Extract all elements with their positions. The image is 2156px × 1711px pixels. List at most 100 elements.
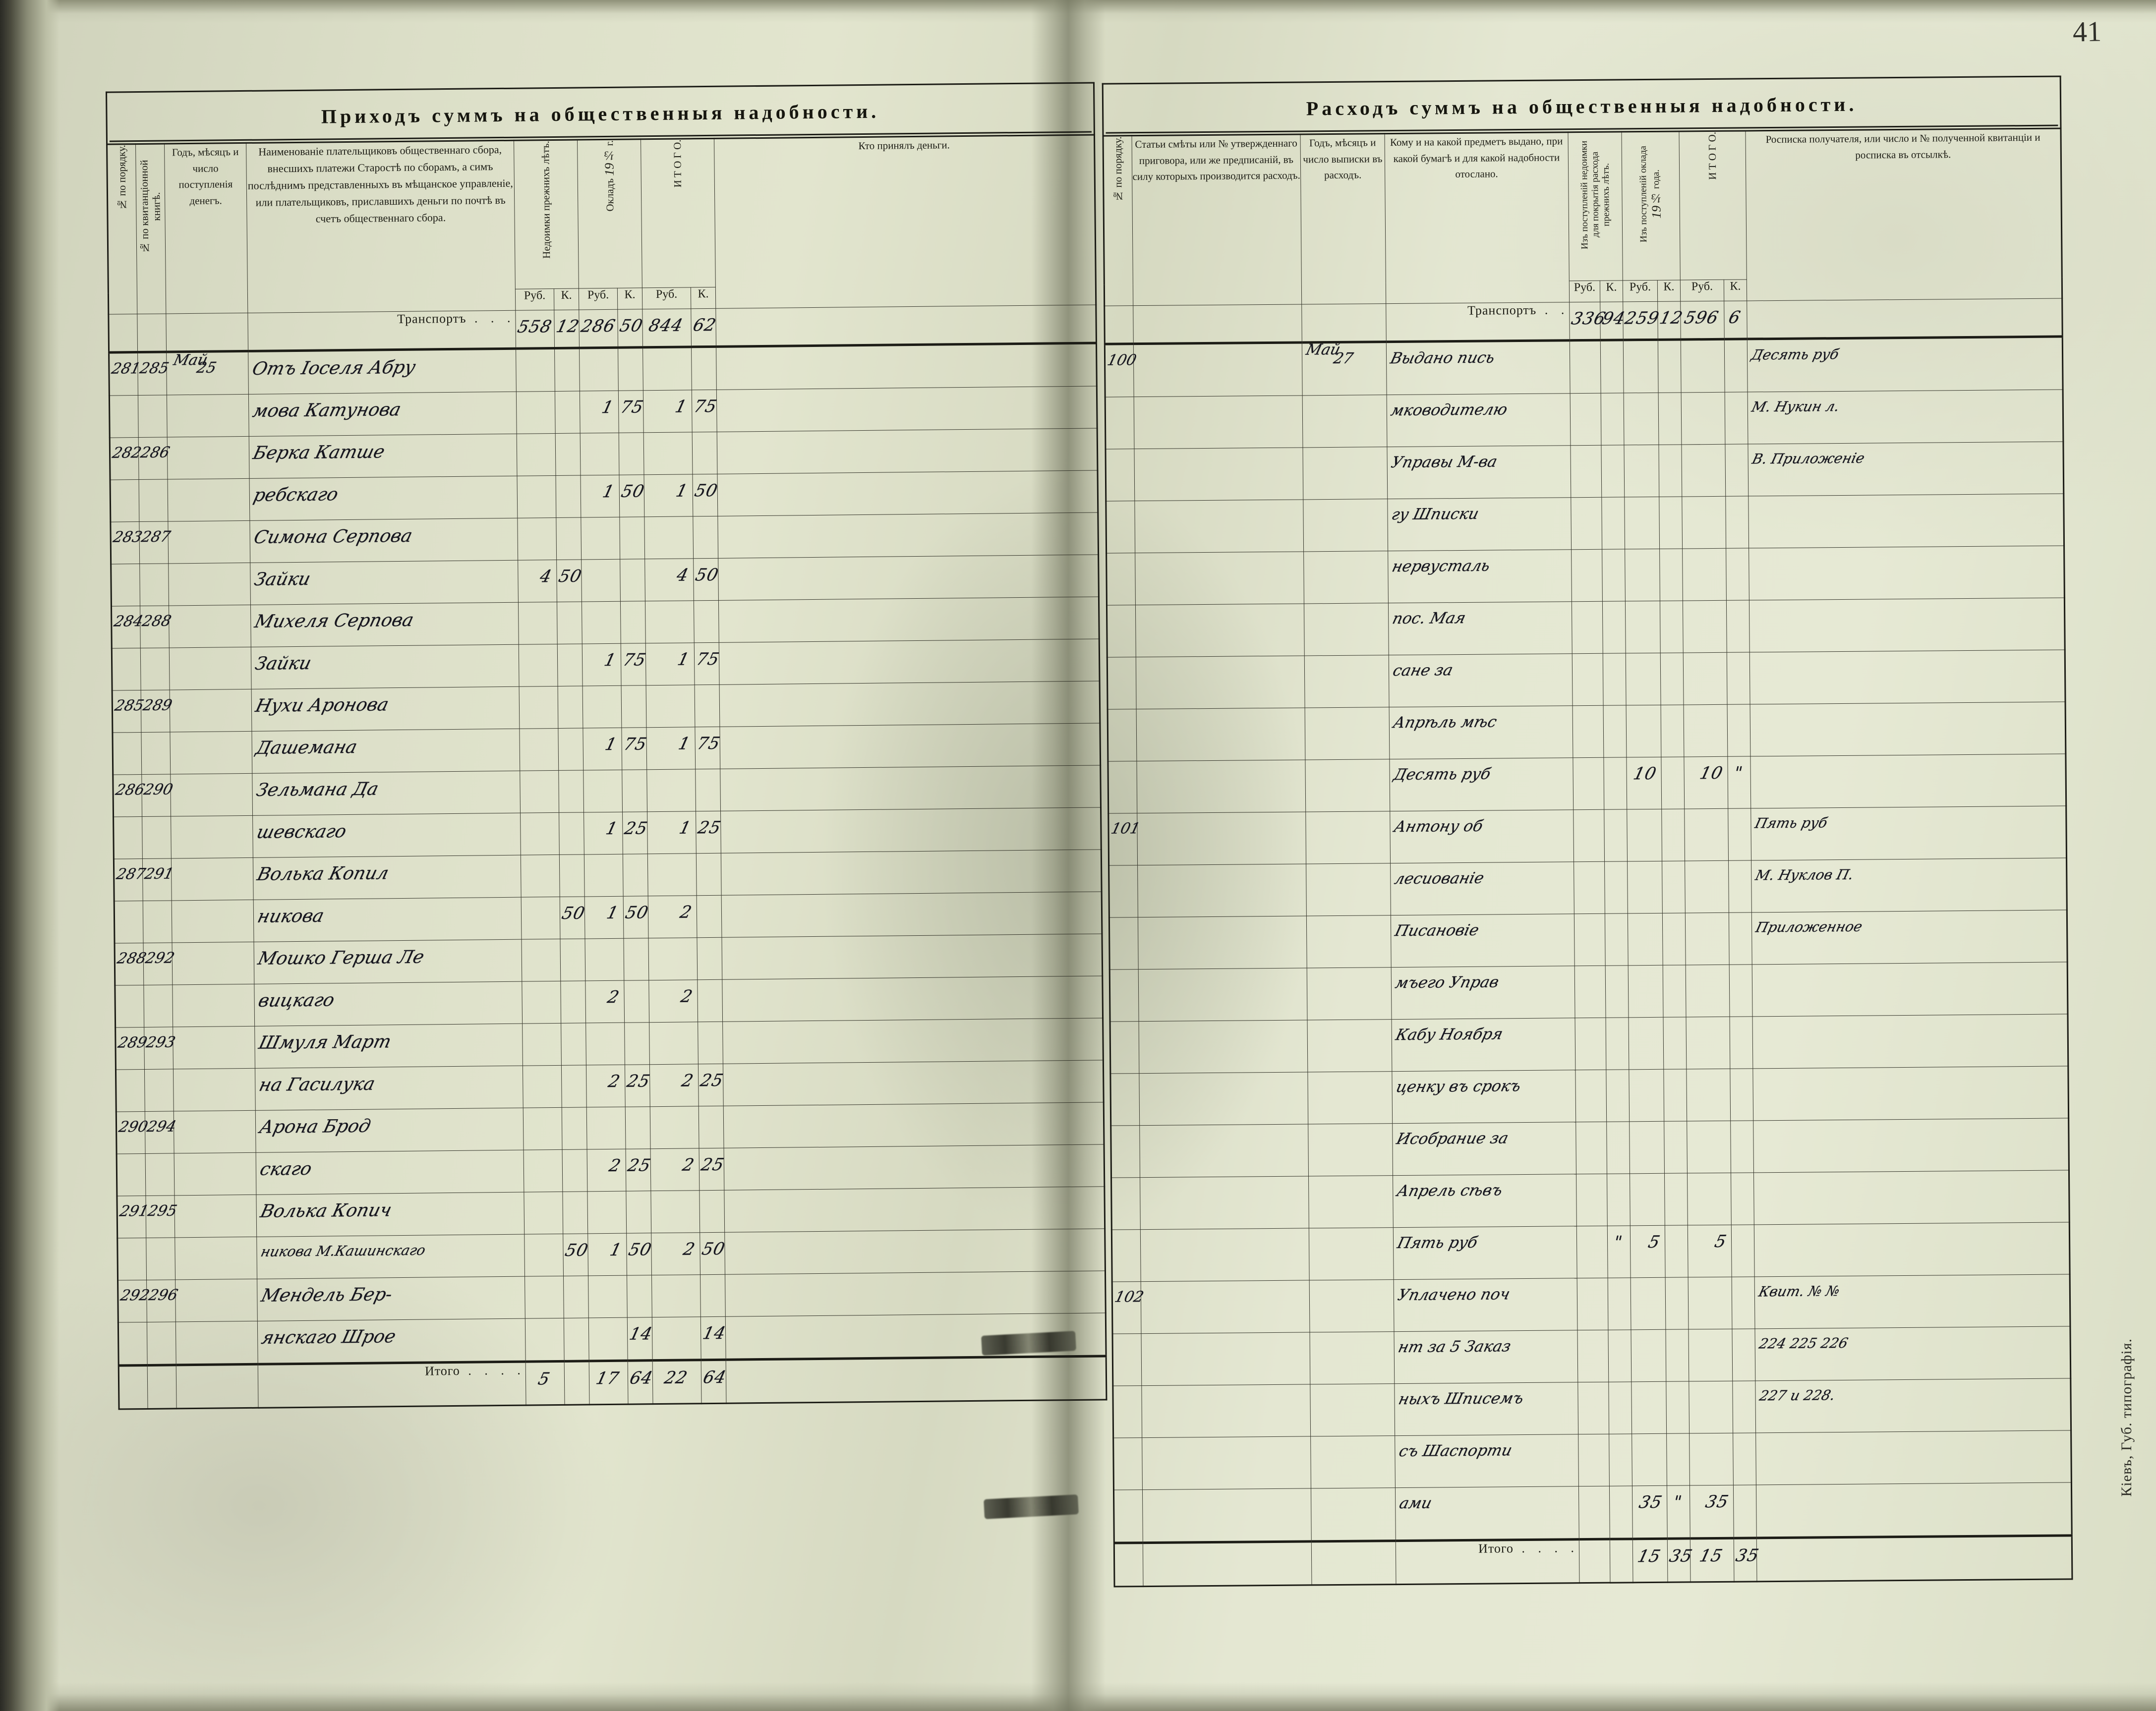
row-date	[175, 1279, 258, 1322]
row-receiver	[722, 1018, 1104, 1064]
row-total-kop: 75	[695, 727, 722, 769]
row-date	[170, 773, 253, 816]
row-total-kop	[1728, 808, 1751, 861]
row-number	[110, 479, 139, 522]
table-row: 102 Уплачено поч Квит. № №	[1112, 1274, 2070, 1334]
col-header-receipt-book: № по квитанціонной книгѣ.	[135, 144, 166, 314]
table-row: съ Шаспорти	[1113, 1430, 2072, 1490]
row-total-kop	[699, 1106, 724, 1148]
row-total-rub: 4	[644, 558, 694, 601]
row-oklad-kop	[1666, 1381, 1690, 1434]
row-signature: Приложенное	[1751, 910, 2068, 965]
row-arrears-rub	[1578, 1434, 1610, 1486]
row-payer-name: Зайки	[250, 560, 519, 605]
row-expense-description: Апрѣль мѣс	[1389, 705, 1573, 759]
row-total-kop	[1730, 1016, 1753, 1069]
table-row: ныхъ Шписемъ 227 и 228.	[1112, 1378, 2071, 1438]
row-oklad-kop	[1661, 704, 1684, 757]
row-oklad-kop: 50	[619, 474, 646, 517]
row-total-kop	[1732, 1276, 1755, 1329]
col-header-total: И Т О Г О.	[1679, 130, 1747, 280]
row-number	[112, 732, 142, 775]
row-date	[1302, 447, 1388, 500]
row-total-rub	[1683, 652, 1728, 705]
row-total-rub: 2	[651, 1232, 700, 1275]
transport-oklad-kop: 50	[617, 309, 645, 348]
row-signature	[1749, 649, 2066, 704]
row-payer-name: шевскаго	[252, 813, 521, 858]
row-total-rub	[1687, 1121, 1731, 1173]
row-arrears-kop: 50	[563, 1233, 590, 1276]
row-oklad-kop	[1660, 600, 1684, 653]
row-arrears-rub	[1578, 1486, 1610, 1540]
total-oklad-kop: 64	[628, 1360, 655, 1405]
row-arrears-rub	[518, 602, 558, 645]
sub-header-kop: К.	[1600, 280, 1623, 302]
row-date	[174, 1195, 257, 1238]
row-receipt-number: 294	[145, 1111, 178, 1154]
row-oklad-kop	[1666, 1433, 1690, 1486]
row-arrears-rub: 4	[518, 560, 557, 603]
row-oklad-kop	[625, 1106, 651, 1149]
row-signature	[1750, 753, 2066, 808]
sub-header-rub: Руб.	[1680, 280, 1724, 301]
row-date	[1309, 1331, 1395, 1384]
row-date	[172, 984, 255, 1027]
row-total-rub	[649, 1022, 699, 1065]
table-row: Апрѣль мѣс	[1107, 701, 2066, 762]
row-signature	[1752, 1014, 2068, 1069]
row-number	[109, 395, 139, 438]
row-total-rub	[645, 600, 695, 643]
row-arrears-kop	[1607, 1173, 1631, 1226]
row-date	[171, 815, 253, 858]
row-payer-name: Волька Копил	[253, 855, 522, 900]
row-arrears-kop	[1604, 809, 1628, 862]
sub-header-kop: К.	[691, 287, 716, 309]
row-total-kop	[1724, 339, 1748, 393]
row-arrears-rub	[522, 981, 561, 1024]
transport-oklad-rub: 259	[1623, 301, 1661, 340]
row-receipt-number	[138, 395, 168, 438]
row-total-rub	[651, 1274, 701, 1317]
table-row: мководителю М. Нукин л.	[1105, 389, 2063, 450]
row-number	[113, 816, 143, 859]
row-payer-name: вицкаго	[254, 981, 523, 1027]
col-header-num-order: № по порядку.	[1103, 135, 1133, 306]
row-receiver	[718, 596, 1100, 643]
row-total-kop	[694, 600, 719, 643]
col-header-to-whom: Кому и на какой предметъ выдано, при как…	[1384, 132, 1570, 304]
row-total-rub: 1	[647, 811, 697, 854]
row-signature	[1749, 597, 2065, 652]
row-oklad-rub	[581, 559, 621, 602]
row-number	[112, 648, 141, 691]
row-date	[1305, 707, 1390, 760]
row-expense-description: пос. Мая	[1388, 601, 1573, 655]
row-total-rub: 2	[649, 1064, 699, 1107]
row-date	[1305, 759, 1390, 812]
row-estimate	[1137, 811, 1306, 865]
row-number	[1110, 1125, 1140, 1178]
row-estimate	[1134, 447, 1303, 501]
sub-header-rub: Руб.	[642, 287, 691, 309]
col-header-arrears-receipts: Изъ поступленій недоимки для покрытія ра…	[1568, 131, 1623, 281]
col-header-date: Годъ, мѣсяцъ и число поступленія денегъ.	[164, 143, 248, 314]
sub-header-kop: К.	[617, 287, 642, 310]
row-oklad-kop	[622, 769, 647, 812]
row-date	[1308, 1175, 1394, 1228]
row-signature: М. Нуклов П.	[1751, 857, 2067, 913]
row-total-rub	[1686, 965, 1730, 1017]
row-date	[172, 900, 254, 943]
row-arrears-kop	[1602, 601, 1626, 654]
row-oklad-kop	[1659, 548, 1683, 601]
transport-oklad-rub: 286	[579, 309, 618, 348]
row-oklad-rub	[583, 770, 623, 812]
row-oklad-kop	[626, 1191, 651, 1234]
row-oklad-rub	[1626, 653, 1661, 705]
row-signature	[1752, 1066, 2069, 1121]
row-total-kop	[700, 1274, 726, 1317]
row-receipt-number	[144, 1069, 174, 1112]
row-total-rub	[650, 1190, 700, 1233]
row-oklad-kop: "	[1667, 1485, 1690, 1539]
row-arrears-kop	[1603, 705, 1627, 758]
row-receiver	[724, 1144, 1105, 1191]
